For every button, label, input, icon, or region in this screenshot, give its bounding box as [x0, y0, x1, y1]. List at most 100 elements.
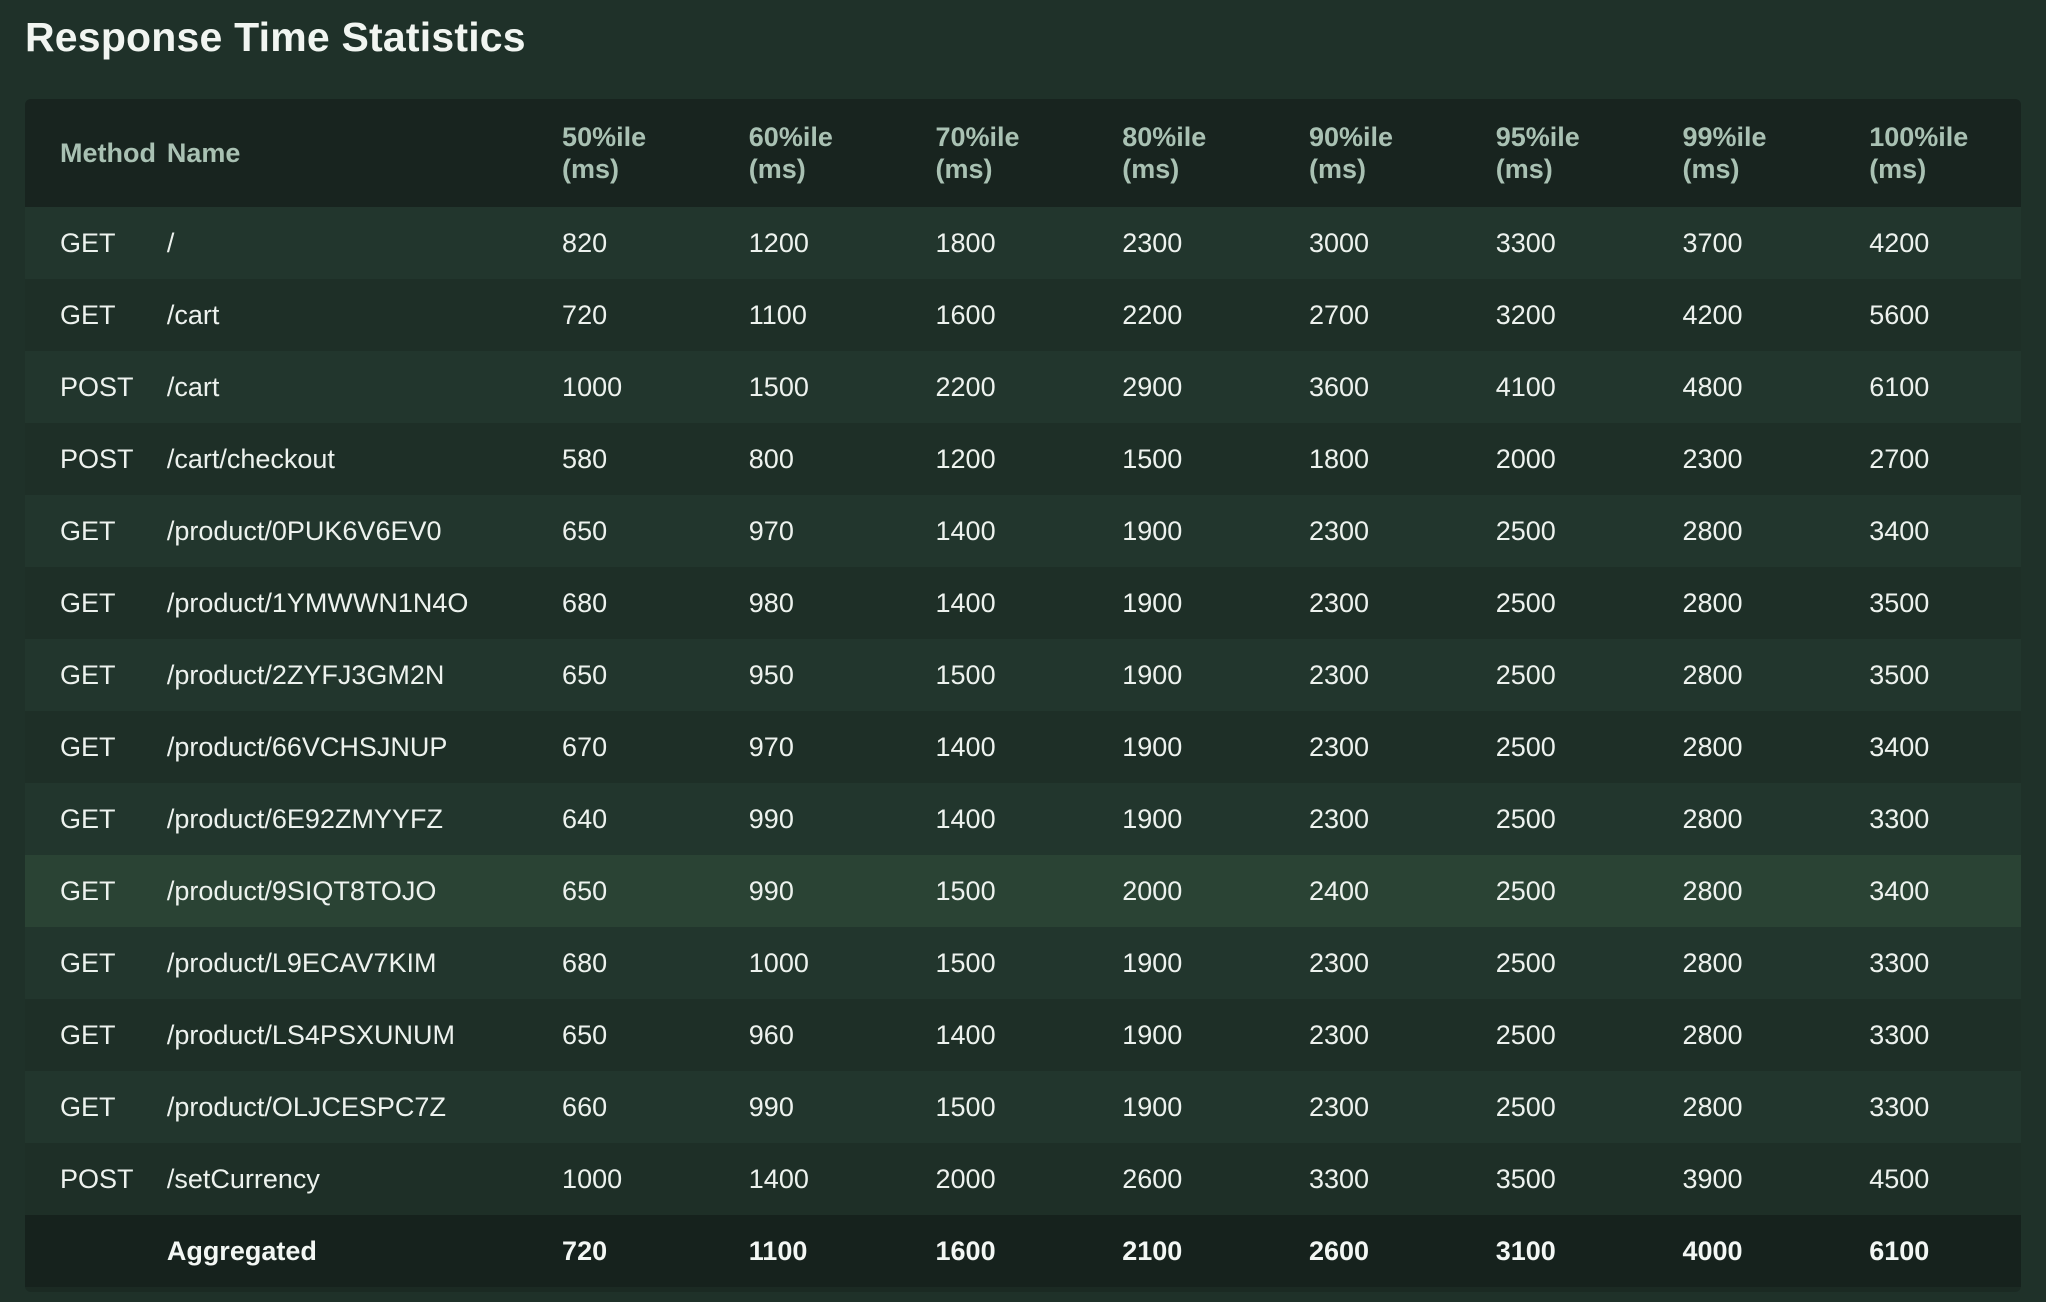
table-row[interactable]: GET/product/6E92ZMYYFZ 640 990 1400 1900 2300… — [25, 783, 2021, 855]
method-cell: GET — [60, 227, 116, 258]
name-cell: /cart — [166, 371, 220, 402]
p99-cell: 4800 — [1682, 371, 1743, 402]
p100-cell: 2700 — [1869, 443, 1930, 474]
table-row[interactable]: GET/product/0PUK6V6EV0 650 970 1400 1900 2300… — [25, 495, 2021, 567]
table-row[interactable]: GET / 820 1200 1800 2300 3000 3300 3700 4200 — [25, 207, 2021, 279]
table-row[interactable]: POST/cart 1000 1500 2200 2900 3600 4100 4800 610… — [25, 351, 2021, 423]
p70-cell: 1600 — [935, 299, 996, 330]
p50-cell: 680 — [562, 587, 608, 618]
table-row[interactable]: GET/product/9SIQT8TOJO 650 990 1500 2000 2400… — [25, 855, 2021, 927]
table-row[interactable]: GET/product/OLJCESPC7Z 660 990 1500 1900 2300… — [25, 1071, 2021, 1143]
p99-cell: 2800 — [1682, 515, 1743, 546]
p90-cell: 3000 — [1308, 227, 1370, 258]
p50-cell: 1000 — [562, 1163, 623, 1194]
column-header-p50[interactable]: 50%ile (ms) — [562, 122, 647, 184]
column-header-p70[interactable]: 70%ile (ms) — [935, 122, 1020, 184]
p99-cell: 3900 — [1682, 1163, 1743, 1194]
p80-cell: 1900 — [1122, 515, 1183, 546]
table-header: Method Name 50%ile (ms) 60%ile (ms) 70%ile… — [25, 99, 2021, 207]
table-row[interactable]: POST/setCurrency 1000 1400 2000 2600 3300 3500… — [25, 1143, 2021, 1215]
p95-cell: 4100 — [1495, 371, 1556, 402]
p60-cell: 1500 — [748, 371, 809, 402]
table-row[interactable]: GET/product/66VCHSJNUP 670 970 1400 1900 2300… — [25, 711, 2021, 783]
p60-cell: 990 — [748, 875, 794, 906]
method-cell: GET — [60, 1019, 116, 1050]
p50-cell: 650 — [562, 515, 608, 546]
p80-cell: 1900 — [1122, 803, 1183, 834]
p60-cell: 970 — [748, 515, 794, 546]
p99-cell: 2800 — [1682, 947, 1743, 978]
p95-cell: 2500 — [1495, 875, 1556, 906]
table-body: GET/820 1200 1800 2300 3000 3300 3700 4200 GET/c… — [25, 207, 2021, 1215]
aggregated-method-cell — [25, 1215, 167, 1287]
p99-cell: 2800 — [1682, 1019, 1743, 1050]
p95-cell: 3300 — [1495, 227, 1556, 258]
p60-cell: 800 — [748, 443, 794, 474]
p50-cell: 1000 — [562, 371, 623, 402]
p80-cell: 2000 — [1122, 875, 1183, 906]
p99-cell: 3700 — [1682, 227, 1743, 258]
p50-cell: 650 — [562, 659, 608, 690]
column-header-p90[interactable]: 90%ile (ms) — [1308, 122, 1394, 184]
p50-cell: 650 — [562, 875, 608, 906]
column-header-name[interactable]: Name — [166, 138, 241, 168]
p99-cell: 2800 — [1682, 659, 1743, 690]
table-row[interactable]: POST/cart/checkout 580 800 1200 1500 1800 2000… — [25, 423, 2021, 495]
p60-cell: 1000 — [748, 947, 809, 978]
table-row[interactable]: GET/product/1YMWWN1N4O 680 980 1400 1900 2300… — [25, 567, 2021, 639]
method-cell: GET — [60, 875, 116, 906]
column-header-method[interactable]: Method — [60, 138, 156, 168]
p50-cell: 670 — [562, 731, 608, 762]
method-cell: GET — [60, 515, 116, 546]
table-row[interactable]: GET/product/LS4PSXUNUM 650 960 1400 1900 2300… — [25, 999, 2021, 1071]
p60-cell: 960 — [748, 1019, 794, 1050]
column-header-p100[interactable]: 100%ile (ms) — [1869, 122, 1969, 184]
p60-cell: 990 — [748, 803, 794, 834]
p95-cell: 3500 — [1495, 1163, 1556, 1194]
p60-cell: 1400 — [748, 1163, 809, 1194]
table-row[interactable]: GET/product/L9ECAV7KIM 680 1000 1500 1900 230… — [25, 927, 2021, 999]
name-cell: /product/0PUK6V6EV0 — [166, 515, 442, 546]
name-cell: /product/LS4PSXUNUM — [166, 1019, 455, 1050]
p100-cell: 4500 — [1869, 1163, 1930, 1194]
p90-cell: 2300 — [1308, 587, 1370, 618]
p70-cell: 1400 — [935, 515, 996, 546]
p90-cell: 1800 — [1308, 443, 1370, 474]
aggregated-p60-cell: 1100 — [748, 1235, 808, 1266]
aggregated-p80-cell: 2100 — [1122, 1235, 1183, 1266]
p100-cell: 3400 — [1869, 875, 1930, 906]
p99-cell: 2300 — [1682, 443, 1743, 474]
p100-cell: 3500 — [1869, 659, 1930, 690]
p99-cell: 2800 — [1682, 587, 1743, 618]
table-row[interactable]: GET/product/2ZYFJ3GM2N 650 950 1500 1900 2300… — [25, 639, 2021, 711]
p50-cell: 580 — [562, 443, 608, 474]
name-cell: /product/L9ECAV7KIM — [166, 947, 437, 978]
column-header-p80[interactable]: 80%ile (ms) — [1122, 122, 1207, 184]
p95-cell: 2500 — [1495, 731, 1556, 762]
column-header-p60[interactable]: 60%ile (ms) — [748, 122, 833, 184]
aggregated-p95-cell: 3100 — [1495, 1235, 1556, 1266]
aggregated-p100-cell: 6100 — [1869, 1235, 1930, 1266]
column-header-p99[interactable]: 99%ile (ms) — [1682, 122, 1767, 184]
p95-cell: 2500 — [1495, 947, 1556, 978]
p95-cell: 2500 — [1495, 515, 1556, 546]
p90-cell: 2300 — [1308, 659, 1370, 690]
p70-cell: 2000 — [935, 1163, 996, 1194]
name-cell: /cart/checkout — [166, 443, 335, 474]
p100-cell: 3500 — [1869, 587, 1930, 618]
table-row[interactable]: GET/cart 720 1100 1600 2200 2700 3200 4200 5600 — [25, 279, 2021, 351]
p99-cell: 2800 — [1682, 803, 1743, 834]
p80-cell: 1900 — [1122, 1019, 1183, 1050]
column-header-p95[interactable]: 95%ile (ms) — [1495, 122, 1580, 184]
p80-cell: 1900 — [1122, 731, 1183, 762]
aggregated-name-cell: Aggregated — [166, 1235, 317, 1266]
p50-cell: 820 — [562, 227, 608, 258]
response-time-table-card: Method Name 50%ile (ms) 60%ile (ms) 70%ile… — [25, 99, 2021, 1292]
p95-cell: 2500 — [1495, 659, 1556, 690]
p70-cell: 1400 — [935, 803, 996, 834]
p70-cell: 1500 — [935, 947, 996, 978]
method-cell: GET — [60, 659, 116, 690]
p50-cell: 660 — [562, 1091, 608, 1122]
name-cell: /product/6E92ZMYYFZ — [166, 803, 443, 834]
